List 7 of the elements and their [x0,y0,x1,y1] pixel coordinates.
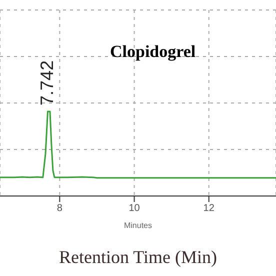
annotation: 7.742 [36,60,57,106]
text: Retention Time (Min) [58,247,218,268]
x-tick-label: 12 [203,203,215,214]
x-tick-label: 10 [128,203,140,214]
x-axis-title: Minutes [124,221,152,230]
x-tick-label: 8 [56,203,63,214]
chart-title: Clopidogrel [110,42,196,62]
